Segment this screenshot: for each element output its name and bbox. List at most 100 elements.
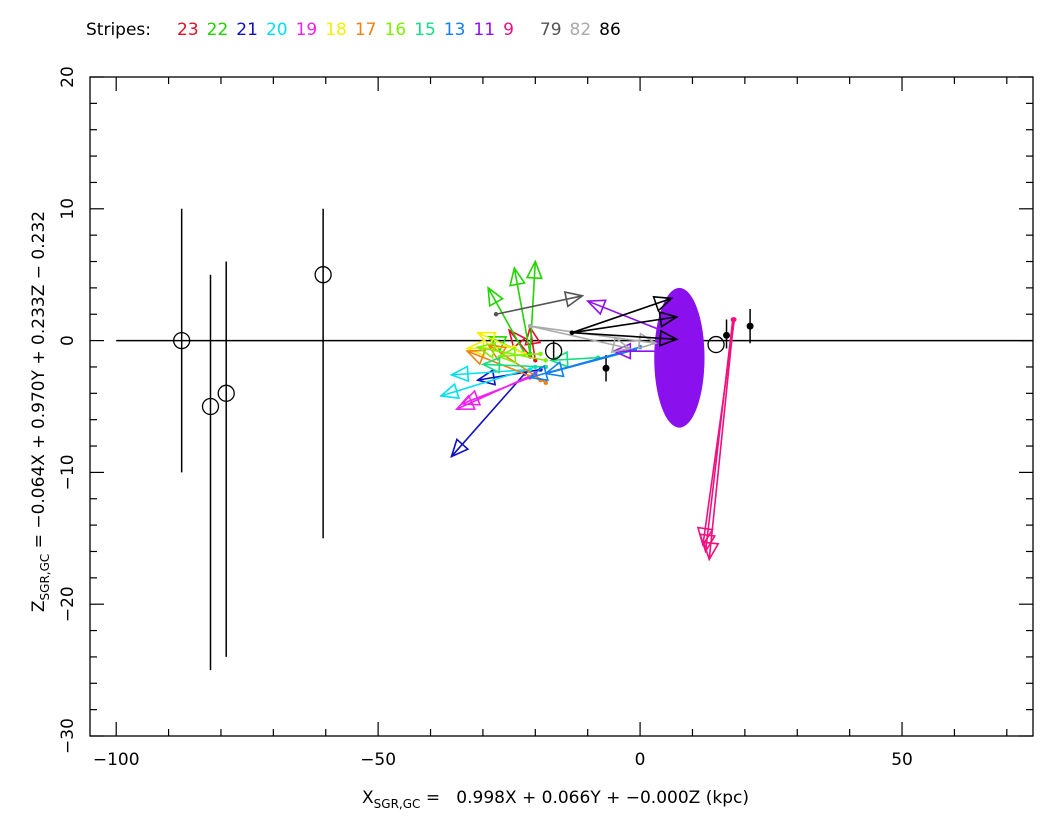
arrow-shaft [495,295,583,316]
filled-point [723,331,731,339]
arrow-stripe-86 [569,329,679,347]
arrow-head [480,356,501,374]
arrow-shaft [482,363,546,368]
x-axis-symbol: X [362,788,374,808]
arrow-stripe-22 [509,266,533,356]
legend-stripe-23: 23 [177,20,199,40]
y-axis-formula: = −0.064X + 0.970Y + 0.233Z − 0.232 [29,211,49,554]
arrow-head [475,331,497,348]
arrow-stripe-86 [569,295,674,335]
open-point [201,397,220,416]
y-tick-label: −20 [58,586,78,622]
arrow-shaft [545,349,636,375]
arrow-shaft [550,356,599,362]
arrow-head [563,291,585,308]
legend-stripe-79: 79 [539,20,562,40]
arrow-head [659,329,679,347]
arrow-tail [538,351,543,356]
arrow-shaft [571,297,672,334]
legend-stripe-13: 13 [443,20,466,40]
x-tick-label: −50 [360,750,396,770]
arrow-head [525,259,543,280]
x-tick-label: 50 [891,750,913,770]
legend-stripe-16: 16 [384,20,407,40]
arrow-stripe-9 [696,317,737,547]
y-tick-label: 10 [58,198,78,220]
arrow-shaft [513,267,531,354]
arrow-head [585,299,607,316]
stripe-legend: Stripes: 23 22 21 20 19 18 17 16 15 13 11 9 79 82 86 [86,20,629,40]
arrow-tail [543,358,548,363]
legend-stripe-18: 18 [325,20,347,40]
arrow-shaft [702,319,736,546]
arrow-stripe-11 [585,299,690,343]
legend-stripe-15: 15 [414,20,436,40]
sgr-core-ellipse [654,287,705,428]
arrow-tail [493,312,499,317]
y-axis-symbol: Z [29,600,49,612]
legend-stripe-82: 82 [569,20,592,40]
y-tick-label: −10 [58,454,78,490]
arrow-layer [439,259,737,562]
open-point [217,384,235,402]
arrow-head [652,295,674,313]
y-tick-label: 0 [58,335,78,346]
x-axis-subscript: SGR,GC [374,797,421,811]
legend-stripe-86: 86 [599,20,621,40]
arrow-head [465,349,487,366]
arrow-stripe-79 [493,291,585,317]
legend-stripe-21: 21 [236,20,258,40]
open-point [707,335,725,354]
arrow-shaft [450,373,526,458]
ellipse-layer [654,287,705,428]
arrow-head [637,332,658,350]
arrow-stripe-82 [527,323,632,354]
arrow-shaft [477,346,546,362]
arrow-head [702,541,720,562]
x-tick-label: 0 [635,750,646,770]
arrow-head [496,346,517,364]
arrow-tail [685,338,690,343]
open-point [544,342,563,360]
y-tick-label: −30 [58,718,78,754]
y-tick-label: 20 [58,66,78,88]
arrow-tail [543,380,548,385]
arrow-tail [569,330,575,335]
arrow-head [487,286,505,308]
y-axis-label: ZSGR,GC = −0.064X + 0.970Y + 0.233Z − 0.… [29,211,52,612]
x-axis-label: XSGR,GC = 0.998X + 0.066Y + −0.000Z (kpc… [362,788,749,811]
legend-stripe-9: 9 [503,20,514,40]
arrow-shaft [498,352,541,358]
legend-stripe-20: 20 [265,20,288,40]
arrow-shaft [571,331,677,341]
filled-point [602,364,610,372]
legend-stripe-17: 17 [354,20,377,40]
open-point [314,266,332,284]
legend-title: Stripes: [86,20,152,40]
arrow-shaft [571,316,677,334]
arrow-head [449,365,470,383]
arrow-tail [658,348,664,354]
point-layer [173,266,754,416]
open-point [173,331,191,350]
arrow-head [450,437,470,459]
arrow-shaft [477,331,526,355]
plot-frame [89,76,1034,737]
filled-point [746,322,754,330]
x-axis-formula: = 0.998X + 0.066Y + −0.000Z (kpc) [420,788,749,808]
arrow-tail [527,323,533,329]
arrow-shaft [708,319,735,560]
legend-stripe-11: 11 [473,20,496,40]
arrow-head [524,325,542,346]
arrow-shaft [461,376,531,405]
tick-layer [90,76,1033,737]
x-tick-label: −100 [93,750,140,770]
arrow-tail [732,317,737,322]
arrow-head [475,342,497,359]
arrow-shaft [487,287,526,355]
arrow-head [543,360,565,378]
legend-items: 23 22 21 20 19 18 17 16 15 13 11 9 79 82 86 [177,20,629,40]
arrow-shaft [587,300,688,342]
legend-stripe-22: 22 [206,20,229,40]
